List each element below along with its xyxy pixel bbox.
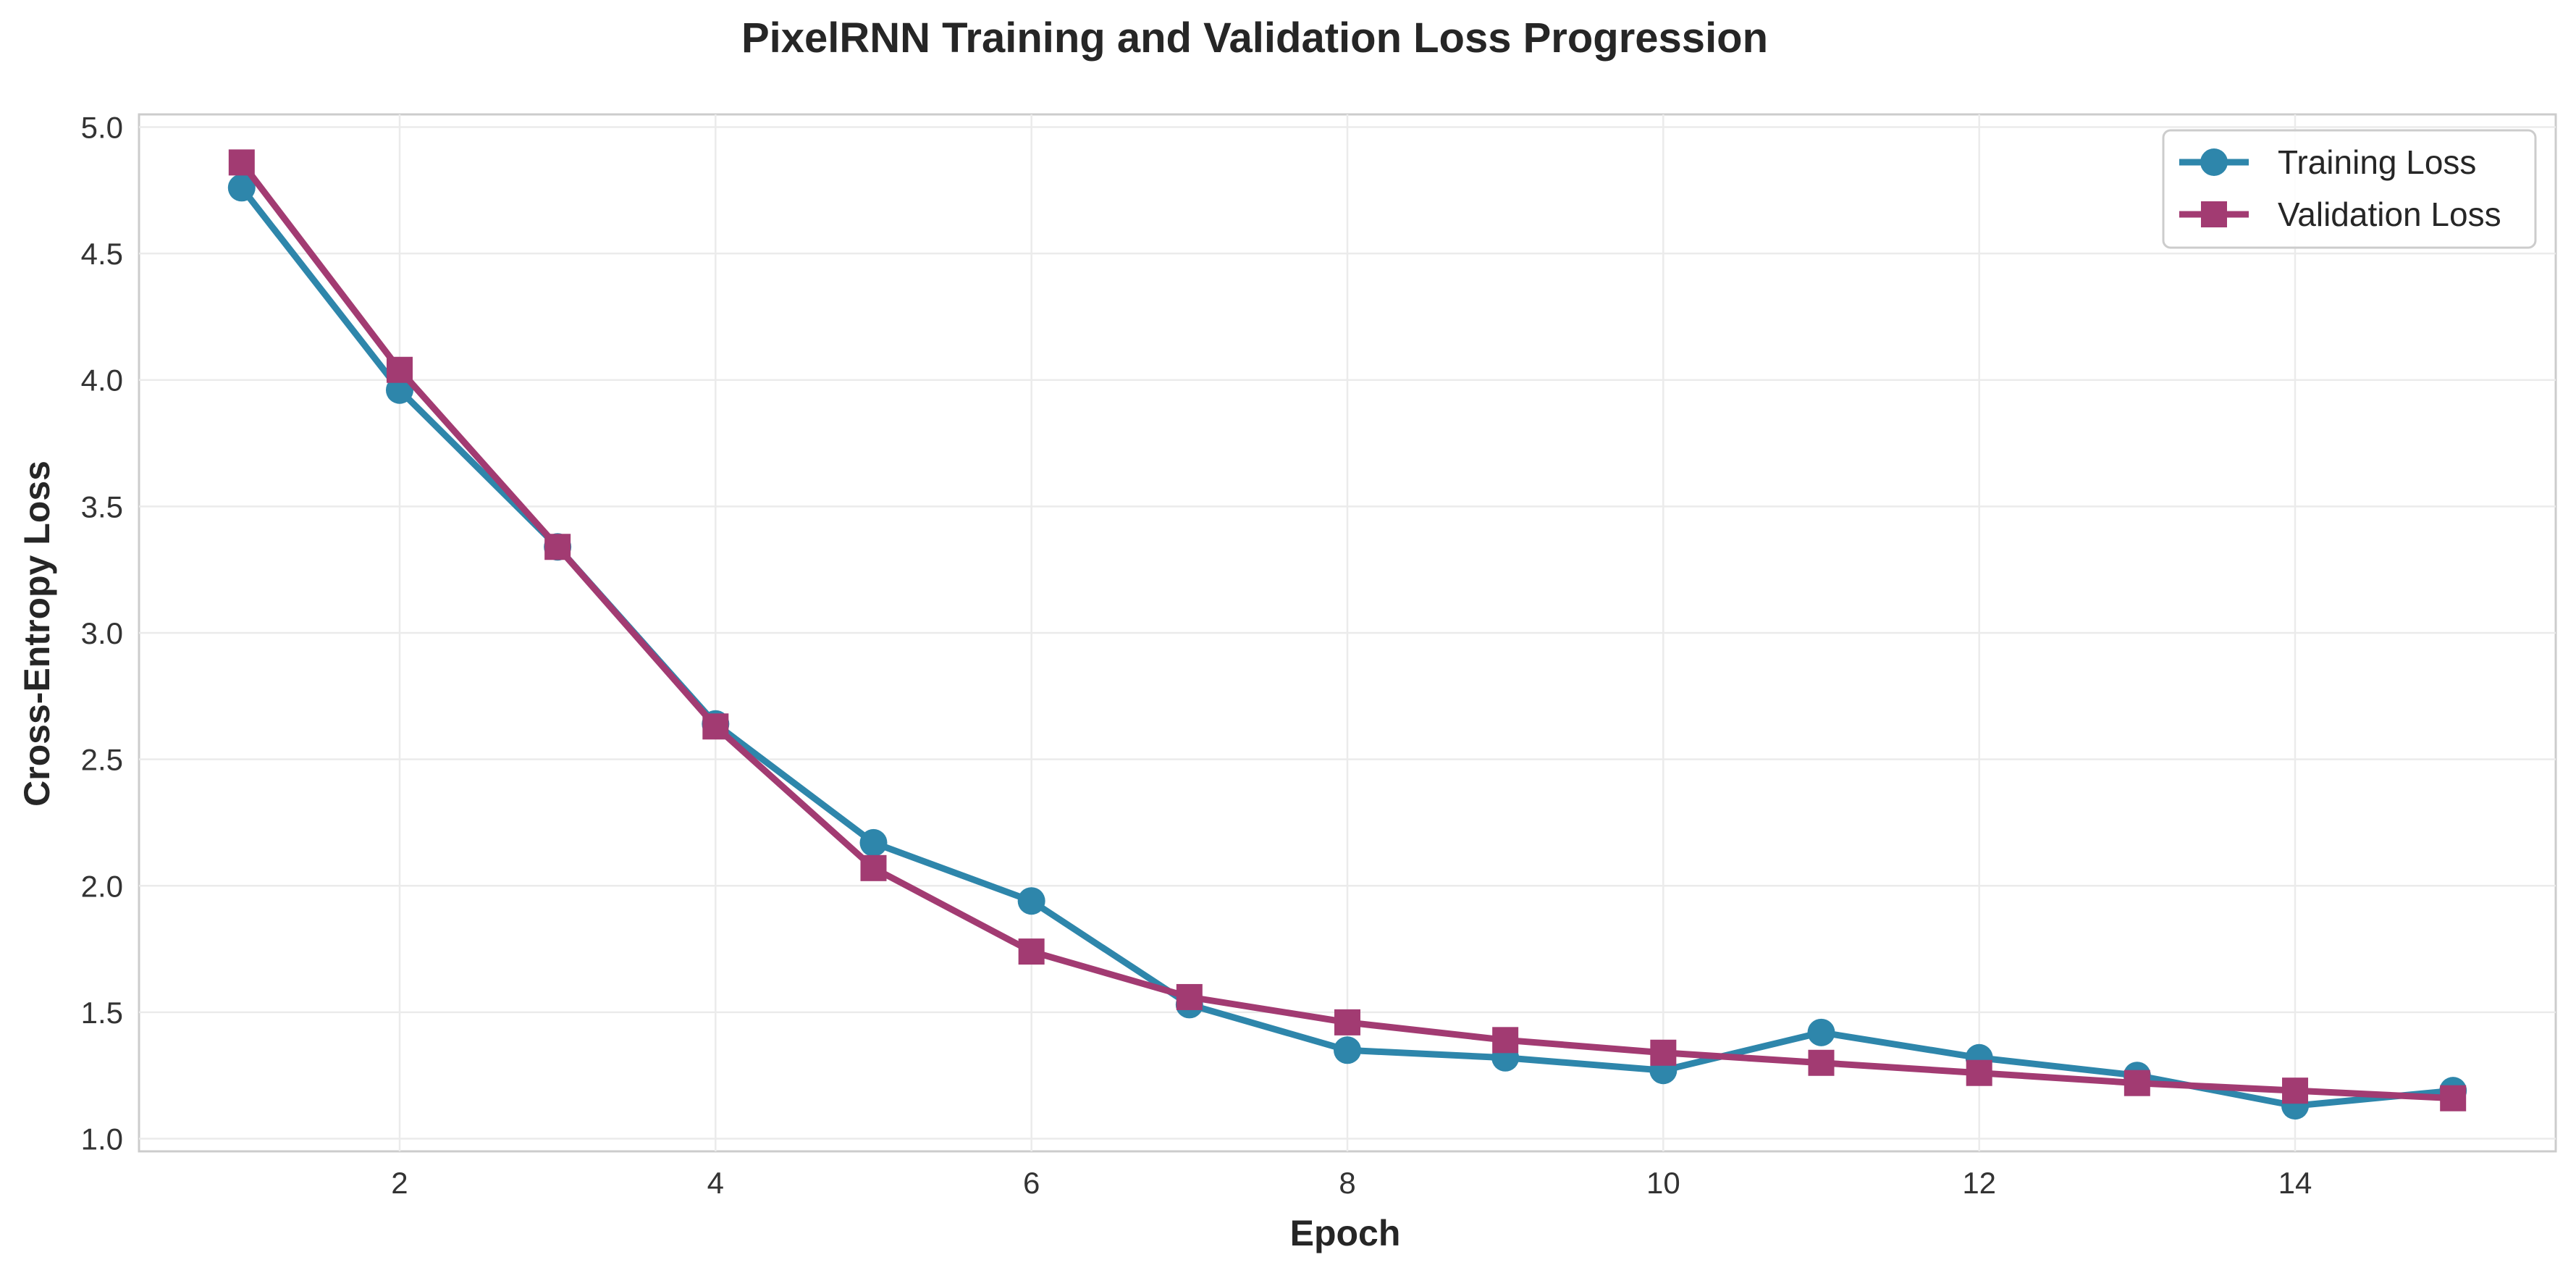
y-tick-label: 1.0 [81, 1122, 123, 1156]
validation-loss-point [386, 356, 413, 383]
y-axis-label: Cross-Entropy Loss [17, 461, 57, 807]
y-tick-label: 2.5 [81, 743, 123, 777]
validation-loss-point [860, 854, 887, 881]
legend-label-training-loss: Training Loss [2278, 143, 2476, 181]
training-loss-point [1807, 1018, 1835, 1046]
y-tick-label: 2.0 [81, 869, 123, 903]
training-loss-point [227, 174, 256, 202]
legend-box [2162, 129, 2537, 249]
y-tick-label: 5.0 [81, 110, 123, 144]
x-tick-label: 14 [2278, 1166, 2312, 1200]
x-tick-label: 2 [391, 1166, 408, 1200]
legend-item-validation-loss: Validation Loss [2179, 196, 2501, 233]
validation-loss-point [1492, 1027, 1519, 1054]
training-loss-point [385, 376, 413, 404]
legend-marker-validation-loss [2201, 201, 2227, 227]
validation-loss-point [2123, 1070, 2150, 1096]
validation-loss-point [1966, 1059, 1992, 1086]
training-loss-point [1017, 887, 1045, 915]
validation-loss-series [228, 149, 2467, 1112]
x-axis-ticks: 2 4 6 8 10 12 14 [391, 1166, 2312, 1200]
legend: Training Loss Validation Loss [2162, 129, 2537, 249]
validation-loss-point [2440, 1085, 2467, 1112]
validation-loss-point [1334, 1009, 1360, 1035]
training-loss-point [859, 828, 888, 857]
y-axis-ticks: 1.0 1.5 2.0 2.5 3.0 3.5 4.0 4.5 5.0 [81, 110, 123, 1156]
legend-marker-training-loss [2200, 148, 2228, 176]
validation-loss-point [544, 534, 571, 560]
x-tick-label: 10 [1646, 1166, 1680, 1200]
validation-loss-point [702, 713, 729, 740]
validation-loss-point [1650, 1039, 1677, 1066]
validation-loss-point [1018, 938, 1045, 965]
series-layer [227, 149, 2467, 1120]
y-tick-label: 4.5 [81, 237, 123, 271]
validation-loss-point [228, 149, 255, 176]
x-axis-label: Epoch [1290, 1213, 1401, 1253]
legend-item-training-loss: Training Loss [2179, 143, 2476, 181]
x-tick-label: 4 [707, 1166, 724, 1200]
x-tick-label: 8 [1339, 1166, 1355, 1200]
x-tick-label: 6 [1023, 1166, 1040, 1200]
chart-title: PixelRNN Training and Validation Loss Pr… [741, 14, 1768, 62]
validation-loss-point [1808, 1049, 1835, 1076]
validation-loss-point [1176, 983, 1203, 1010]
training-loss-point [1334, 1036, 1361, 1064]
x-tick-label: 12 [1962, 1166, 1996, 1200]
y-tick-label: 3.0 [81, 616, 123, 650]
y-tick-label: 4.0 [81, 364, 123, 398]
validation-loss-point [2282, 1077, 2309, 1104]
y-tick-label: 3.5 [81, 490, 123, 524]
legend-label-validation-loss: Validation Loss [2278, 196, 2501, 233]
y-tick-label: 1.5 [81, 996, 123, 1030]
